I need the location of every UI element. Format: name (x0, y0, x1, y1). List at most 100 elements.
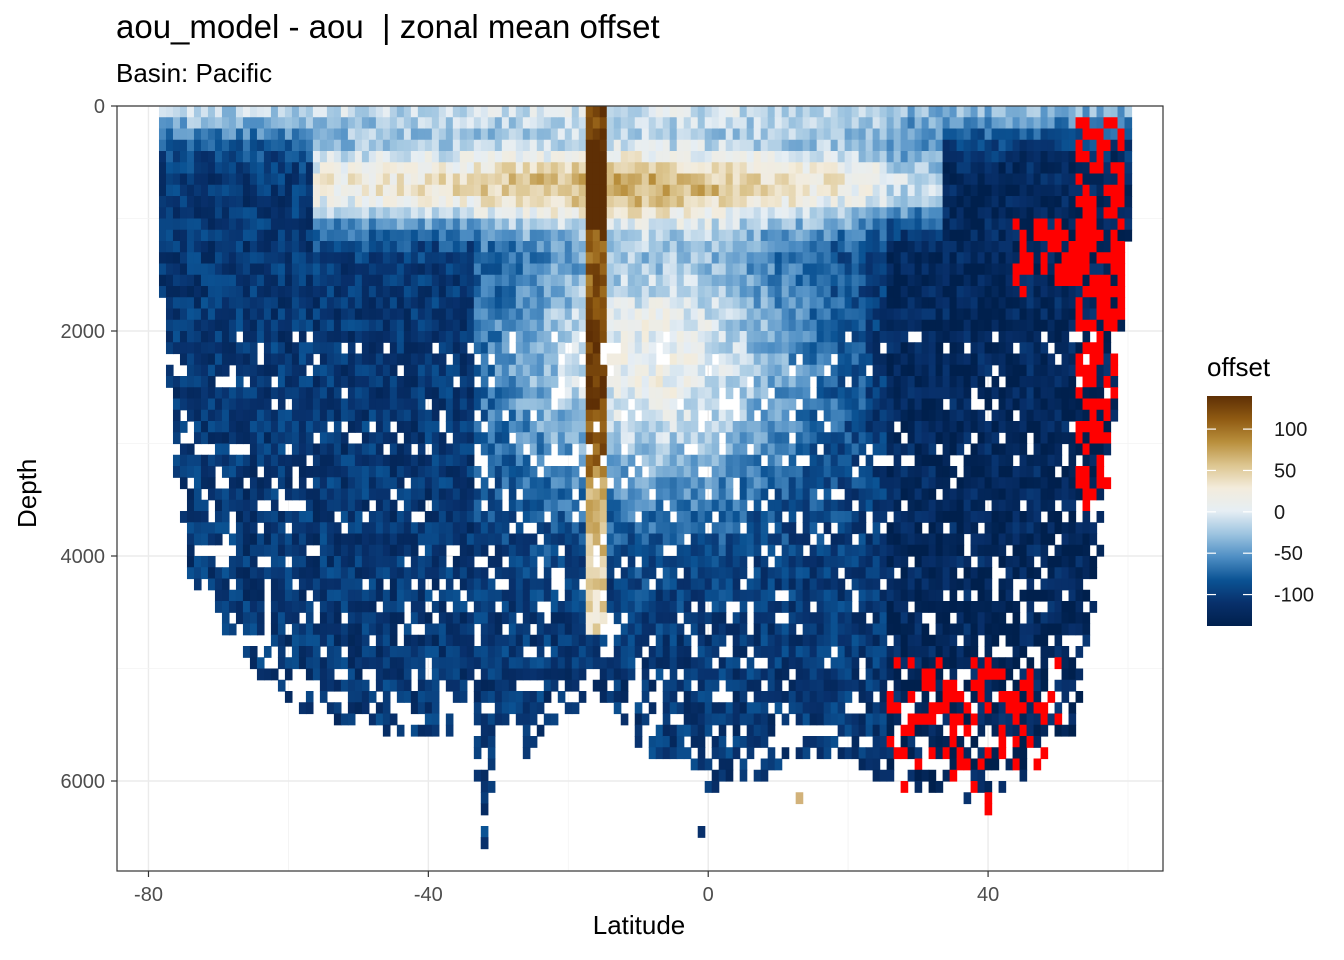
heatmap-cell (578, 184, 587, 197)
heatmap-cell (501, 466, 510, 478)
heatmap-cell (438, 488, 447, 501)
heatmap-cell (515, 274, 524, 287)
heatmap-cell (158, 128, 167, 141)
heatmap-cell (452, 286, 461, 298)
heatmap-cell (438, 432, 447, 445)
heatmap-cell (606, 241, 615, 253)
heatmap-cell (669, 331, 678, 343)
heatmap-cell (466, 252, 475, 265)
heatmap-cell (606, 691, 615, 703)
heatmap-cell (550, 364, 559, 377)
heatmap-cell (683, 724, 692, 737)
heatmap-cell (291, 319, 300, 332)
heatmap-cell (802, 443, 811, 456)
heatmap-cell (550, 286, 559, 298)
heatmap-cell (697, 308, 706, 321)
heatmap-cell (431, 184, 440, 197)
heatmap-cell (368, 331, 377, 343)
heatmap-cell (431, 409, 440, 422)
heatmap-cell (361, 263, 370, 276)
heatmap-cell (858, 162, 867, 175)
heatmap-cell (697, 263, 706, 276)
heatmap-cell (221, 263, 230, 276)
heatmap-cell (305, 601, 314, 613)
heatmap-cell (711, 297, 720, 310)
heatmap-cell (529, 578, 538, 591)
heatmap-cell (662, 342, 671, 355)
heatmap-cell (522, 657, 531, 670)
heatmap-cell (662, 657, 671, 670)
heatmap-cell (466, 151, 475, 163)
heatmap-cell (809, 511, 818, 523)
heatmap-cell (865, 297, 874, 310)
heatmap-cell (592, 207, 601, 220)
heatmap-cell (410, 139, 419, 152)
heatmap-cell (417, 589, 426, 602)
heatmap-cell (823, 634, 832, 647)
heatmap-cell (228, 499, 237, 512)
heatmap-cell (739, 128, 748, 141)
heatmap-cell (424, 151, 433, 163)
heatmap-cell (494, 263, 503, 276)
heatmap-cell (179, 342, 188, 355)
heatmap-cell (592, 601, 601, 613)
heatmap-cell (284, 139, 293, 152)
heatmap-cell (235, 207, 244, 220)
heatmap-cell (620, 342, 629, 355)
heatmap-cell (795, 376, 804, 388)
heatmap-cell (466, 409, 475, 422)
heatmap-cell (795, 151, 804, 163)
heatmap-cell (347, 151, 356, 163)
heatmap-cell (536, 353, 545, 366)
heatmap-cell (613, 544, 622, 557)
heatmap-cell (550, 196, 559, 208)
heatmap-cell (809, 274, 818, 287)
heatmap-cell (375, 657, 384, 670)
heatmap-cell (613, 173, 622, 186)
heatmap-cell (662, 567, 671, 580)
heatmap-cell (284, 511, 293, 523)
heatmap-cell (207, 274, 216, 287)
heatmap-cell (417, 387, 426, 400)
heatmap-cell (683, 252, 692, 265)
heatmap-cell (851, 162, 860, 175)
heatmap-cell (221, 601, 230, 613)
heatmap-cell (662, 319, 671, 332)
heatmap-cell (396, 724, 405, 737)
heatmap-cell (641, 634, 650, 647)
heatmap-cell (438, 466, 447, 478)
heatmap-cell (270, 128, 279, 141)
heatmap-cell (501, 173, 510, 186)
heatmap-cell (438, 454, 447, 467)
heatmap-cell (431, 668, 440, 681)
heatmap-cell (389, 151, 398, 163)
heatmap-cell (718, 612, 727, 625)
heatmap-cell (697, 432, 706, 445)
heatmap-cell (284, 691, 293, 703)
heatmap-cell (648, 421, 657, 433)
heatmap-cell (319, 274, 328, 287)
heatmap-cell (844, 522, 853, 535)
heatmap-cell (221, 589, 230, 602)
heatmap-cell (200, 398, 209, 411)
heatmap-cell (627, 432, 636, 445)
heatmap-cell (606, 544, 615, 557)
heatmap-cell (284, 184, 293, 197)
heatmap-cell (522, 668, 531, 681)
heatmap-cell (641, 713, 650, 726)
heatmap-cell (683, 522, 692, 535)
heatmap-cell (809, 713, 818, 726)
heatmap-cell (592, 173, 601, 186)
heatmap-cell (438, 331, 447, 343)
heatmap-cell (263, 229, 272, 242)
heatmap-cell (193, 376, 202, 388)
heatmap-cell (795, 274, 804, 287)
heatmap-cell (361, 601, 370, 613)
heatmap-cell (760, 263, 769, 276)
heatmap-cell (823, 342, 832, 355)
heatmap-cell (564, 353, 573, 366)
heatmap-cell (466, 646, 475, 658)
heatmap-cell (655, 297, 664, 310)
heatmap-cell (774, 533, 783, 546)
heatmap-cell (655, 578, 664, 591)
